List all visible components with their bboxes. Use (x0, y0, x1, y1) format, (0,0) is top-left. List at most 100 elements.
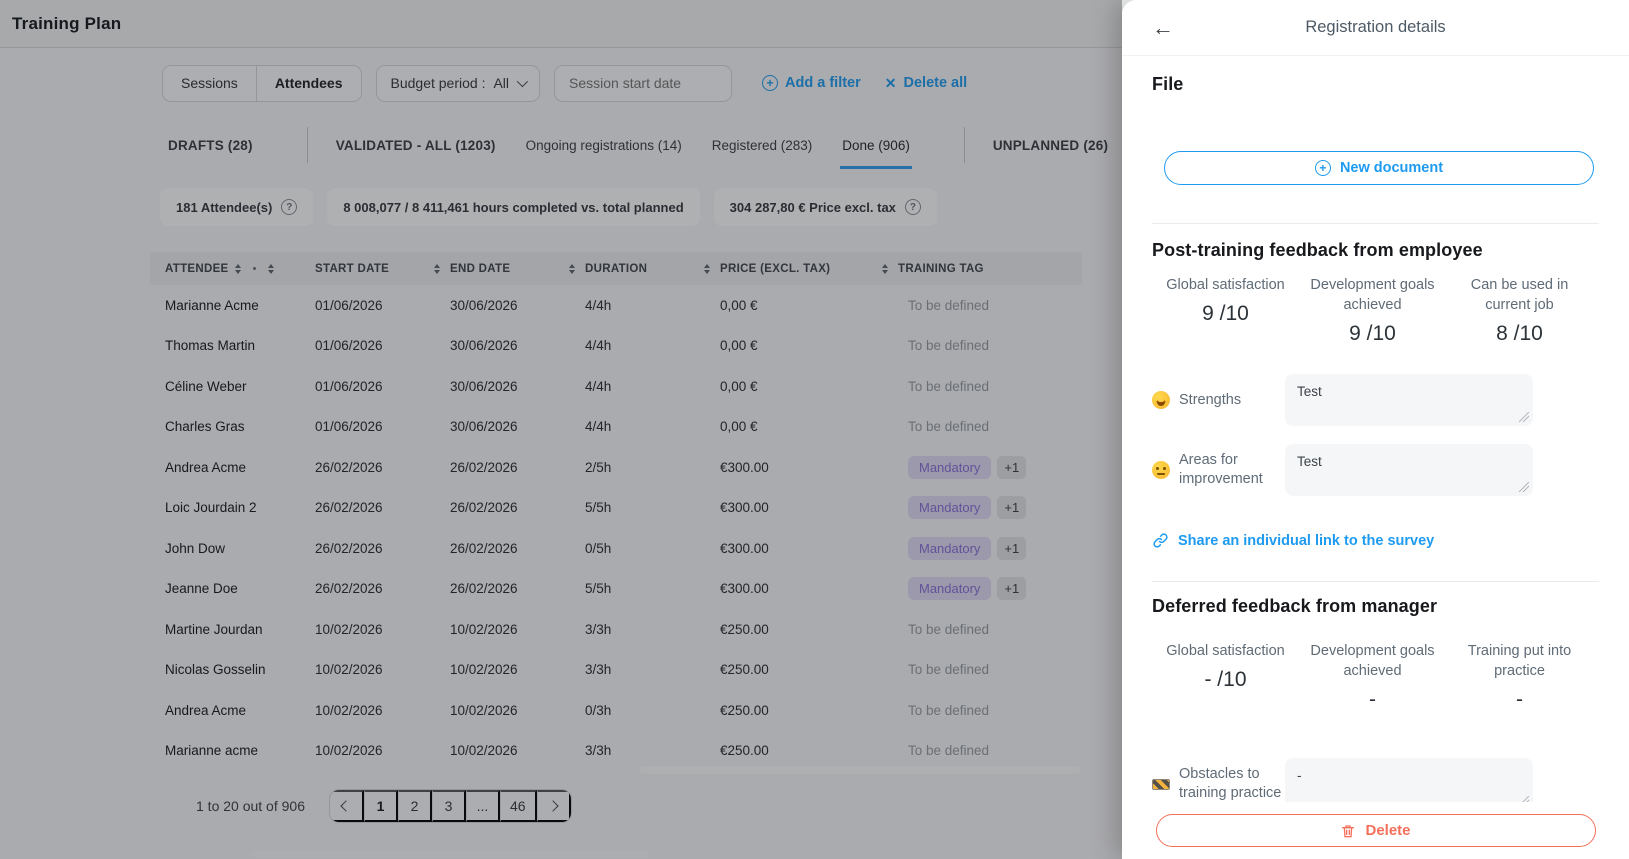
column-header[interactable]: END DATE (450, 263, 585, 275)
feedback-field-row: Areas for improvement Test (1152, 444, 1593, 496)
feedback-textarea[interactable]: Test (1285, 374, 1533, 426)
table-row[interactable]: Jeanne Doe 26/02/2026 26/02/2026 5/5h €300.0… (150, 569, 1082, 610)
page-button[interactable]: 1 (363, 790, 398, 822)
sort-icon[interactable] (434, 263, 440, 274)
table-row[interactable]: Marianne Acme 01/06/2026 30/06/2026 4/4h 0,0… (150, 285, 1082, 326)
view-tab-sessions[interactable]: Sessions (163, 66, 256, 101)
page-button[interactable]: 3 (431, 790, 466, 822)
resize-grip[interactable] (1519, 796, 1529, 806)
status-tab[interactable]: VALIDATED - ALL (1203) (335, 138, 496, 153)
table-row[interactable]: Charles Gras 01/06/2026 30/06/2026 4/4h 0,00… (150, 407, 1082, 448)
cell-price: 0,00 € (720, 419, 758, 435)
column-label: DURATION (585, 262, 648, 275)
summary-chip: 181 Attendee(s)? (160, 188, 314, 226)
sort-down-arrow-icon (704, 269, 710, 274)
cell-attendee: Loic Jourdain 2 (165, 500, 257, 516)
budget-period-value: All (493, 75, 510, 91)
column-header[interactable]: DURATION (585, 263, 720, 275)
sort-up-arrow-icon (234, 263, 241, 268)
table-row[interactable]: Andrea Acme 26/02/2026 26/02/2026 2/5h €300.… (150, 447, 1082, 488)
next-page-button[interactable] (536, 790, 571, 822)
cell-price: €250.00 (720, 621, 769, 637)
delete-button[interactable]: Delete (1155, 814, 1596, 847)
cell-duration: 0/3h (585, 702, 612, 718)
cell-price: €300.00 (720, 500, 769, 516)
feedback-stat: Global satisfaction 9 /10 (1152, 275, 1299, 346)
column-header[interactable]: ATTENDEE (165, 263, 315, 275)
sort-icon[interactable] (267, 263, 274, 274)
cell-start-date: 10/02/2026 (315, 662, 383, 678)
cell-price: €250.00 (720, 743, 769, 759)
cell-start-date: 26/02/2026 (315, 459, 383, 475)
resize-grip[interactable] (1519, 482, 1529, 492)
manager-feedback-heading: Deferred feedback from manager (1152, 596, 1438, 616)
sort-icon[interactable] (882, 263, 888, 274)
sort-icon[interactable] (704, 263, 710, 274)
session-start-date-input[interactable] (554, 64, 733, 102)
sort-icon[interactable] (569, 263, 575, 274)
cell-training-tag: Mandatory +1 (898, 455, 1082, 479)
table-row[interactable]: Nicolas Gosselin 10/02/2026 10/02/2026 3/3h… (150, 650, 1082, 691)
cell-start-date: 26/02/2026 (315, 500, 383, 516)
feedback-textarea[interactable]: Test (1285, 444, 1533, 496)
delete-all-filters-button[interactable]: ✕ Delete all (884, 74, 968, 92)
table-row[interactable]: Martine Jourdan 10/02/2026 10/02/2026 3/3h €… (150, 609, 1082, 650)
extra-tags-badge[interactable]: +1 (997, 577, 1027, 601)
question-icon[interactable]: ? (904, 199, 921, 215)
table-row[interactable]: Céline Weber 01/06/2026 30/06/2026 4/4h 0,00… (150, 366, 1082, 407)
feedback-stat-label: Training put into practice (1467, 643, 1572, 679)
page-button[interactable]: 46 (499, 790, 537, 822)
cell-duration: 4/4h (585, 378, 612, 394)
back-arrow-icon[interactable]: ← (1148, 15, 1178, 41)
tag-placeholder: To be defined (908, 621, 990, 637)
cell-end-date: 26/02/2026 (450, 540, 518, 556)
column-header[interactable]: START DATE (315, 263, 450, 275)
column-header[interactable]: PRICE (EXCL. TAX) (720, 263, 898, 275)
extra-tags-badge[interactable]: +1 (997, 496, 1027, 520)
status-tab[interactable]: DRAFTS (28) (168, 138, 253, 153)
feedback-stat-label: Development goals achieved (1310, 277, 1435, 313)
pagination-controls: 1 2 3... 46 (328, 789, 572, 823)
page-button[interactable]: 2 (397, 790, 432, 822)
column-header[interactable]: TRAINING TAG (898, 263, 1082, 275)
table-row[interactable]: Andrea Acme 10/02/2026 10/02/2026 0/3h €250.… (150, 690, 1082, 731)
status-tab[interactable]: Registered (283) (711, 138, 813, 153)
extra-tags-badge[interactable]: +1 (997, 455, 1027, 479)
table-row[interactable]: John Dow 26/02/2026 26/02/2026 0/5h €300.00 M… (150, 528, 1082, 569)
cell-training-tag: To be defined (898, 743, 1082, 758)
cell-end-date: 10/02/2026 (450, 743, 518, 759)
new-document-button[interactable]: + New document (1164, 151, 1594, 185)
cell-training-tag: To be defined (898, 419, 1082, 434)
question-icon[interactable]: ? (281, 199, 298, 215)
add-filter-button[interactable]: + Add a filter (762, 75, 861, 91)
cell-start-date: 01/06/2026 (315, 419, 383, 435)
cell-duration: 4/4h (585, 297, 612, 313)
summary-chips: 181 Attendee(s)? 8 008,077 / 8 411,461 ho… (160, 188, 937, 226)
page-horizontal-scrollbar[interactable] (250, 850, 648, 858)
cell-training-tag: To be defined (898, 338, 1082, 353)
mandatory-tag-badge: Mandatory (908, 496, 992, 520)
cell-duration: 3/3h (585, 621, 612, 637)
share-survey-link[interactable]: Share an individual link to the survey (1152, 532, 1434, 549)
extra-tags-badge[interactable]: +1 (997, 536, 1027, 560)
table-row[interactable]: Thomas Martin 01/06/2026 30/06/2026 4/4h 0,0… (150, 326, 1082, 367)
cell-attendee: John Dow (165, 540, 226, 556)
feedback-stat: Development goals achieved 9 /10 (1299, 275, 1446, 346)
status-tab[interactable]: Done (906) (840, 125, 912, 169)
sort-up-arrow-icon (569, 263, 575, 268)
table-row[interactable]: Loic Jourdain 2 26/02/2026 26/02/2026 5/5h €… (150, 488, 1082, 529)
sort-icon[interactable] (234, 263, 241, 274)
cell-end-date: 30/06/2026 (450, 297, 518, 313)
table-row[interactable]: Marianne acme 10/02/2026 10/02/2026 3/3h €25… (150, 731, 1082, 772)
previous-page-button[interactable] (329, 790, 364, 822)
status-tab[interactable]: UNPLANNED (26) (992, 138, 1109, 153)
budget-period-filter[interactable]: Budget period : All (375, 64, 541, 102)
feedback-textarea[interactable]: - (1285, 758, 1533, 810)
status-tab[interactable]: Ongoing registrations (14) (525, 138, 682, 153)
view-tab-attendees[interactable]: Attendees (255, 65, 361, 101)
cell-attendee: Jeanne Doe (165, 581, 238, 597)
modal-scrim[interactable] (0, 0, 1122, 859)
table-horizontal-scrollbar[interactable] (640, 766, 1080, 774)
resize-grip[interactable] (1519, 412, 1529, 422)
attendees-table: ATTENDEE START DATE END DATE DURATION PRICE … (150, 252, 1082, 771)
